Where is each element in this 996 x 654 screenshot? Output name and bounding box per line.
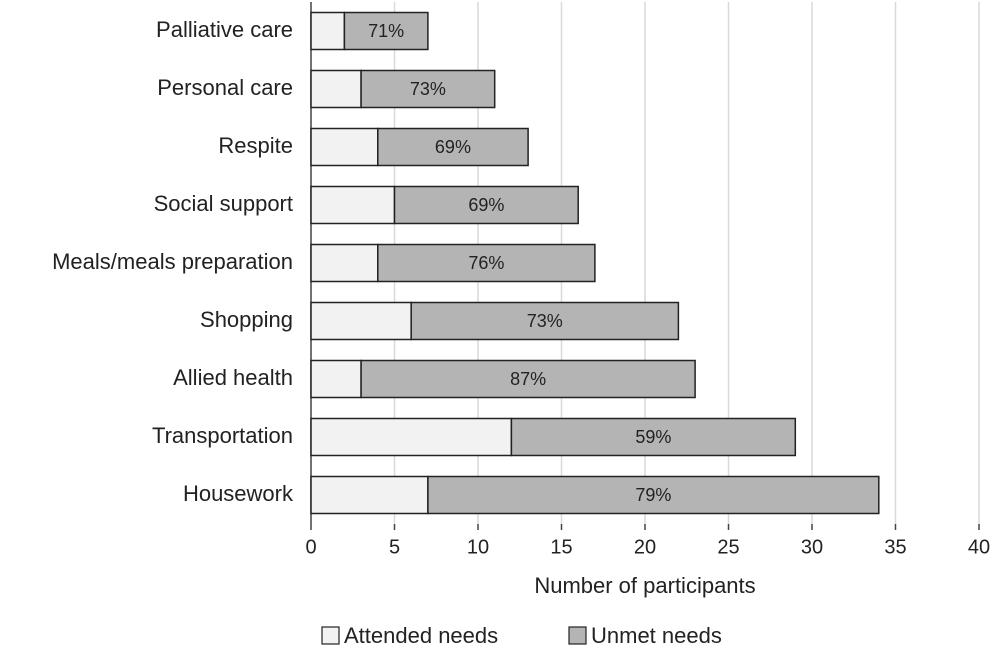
legend-label: Attended needs — [344, 623, 498, 648]
y-tick-label: Personal care — [157, 75, 293, 100]
share-label: 87% — [510, 369, 546, 389]
y-tick-label: Housework — [183, 481, 294, 506]
bar-segment — [310, 359, 362, 399]
y-tick-label: Allied health — [173, 365, 293, 390]
bar-segment — [410, 301, 680, 341]
bar-segment — [310, 185, 396, 225]
bar-segment — [310, 417, 513, 457]
share-label: 76% — [468, 253, 504, 273]
share-label: 59% — [635, 427, 671, 447]
legend-label: Unmet needs — [591, 623, 722, 648]
x-tick-label: 20 — [634, 536, 656, 558]
bar-segment — [393, 185, 579, 225]
x-axis-title: Number of participants — [534, 573, 755, 598]
bar-segment — [310, 243, 379, 283]
share-label: 69% — [435, 137, 471, 157]
y-tick-label: Respite — [218, 133, 293, 158]
x-tick-label: 5 — [389, 536, 400, 558]
y-tick-label: Meals/meals preparation — [52, 249, 293, 274]
x-tick-label: 30 — [801, 536, 823, 558]
bar-segment — [427, 475, 880, 515]
bar-segment — [377, 127, 529, 167]
bar-segment — [310, 127, 379, 167]
bar-segment — [510, 417, 797, 457]
share-label: 69% — [468, 195, 504, 215]
share-label: 79% — [635, 485, 671, 505]
y-tick-label: Transportation — [152, 423, 293, 448]
bar-segment — [377, 243, 596, 283]
y-tick-label: Shopping — [200, 307, 293, 332]
y-tick-label: Social support — [154, 191, 293, 216]
share-label: 73% — [527, 311, 563, 331]
x-tick-label: 0 — [305, 536, 316, 558]
bar-segment — [310, 475, 429, 515]
x-tick-label: 10 — [467, 536, 489, 558]
bar-segment — [310, 11, 346, 51]
bar-segment — [360, 69, 496, 109]
bar-segment — [360, 359, 696, 399]
bar-segment — [310, 69, 362, 109]
x-tick-label: 35 — [884, 536, 906, 558]
bar-segment — [343, 11, 429, 51]
legend-swatch — [568, 626, 587, 645]
x-tick-label: 15 — [550, 536, 572, 558]
share-label: 73% — [410, 79, 446, 99]
legend-swatch — [321, 626, 340, 645]
bar-segment — [310, 301, 412, 341]
x-tick-label: 40 — [968, 536, 990, 558]
y-tick-label: Palliative care — [156, 17, 293, 42]
share-label: 71% — [368, 21, 404, 41]
x-tick-label: 25 — [717, 536, 739, 558]
